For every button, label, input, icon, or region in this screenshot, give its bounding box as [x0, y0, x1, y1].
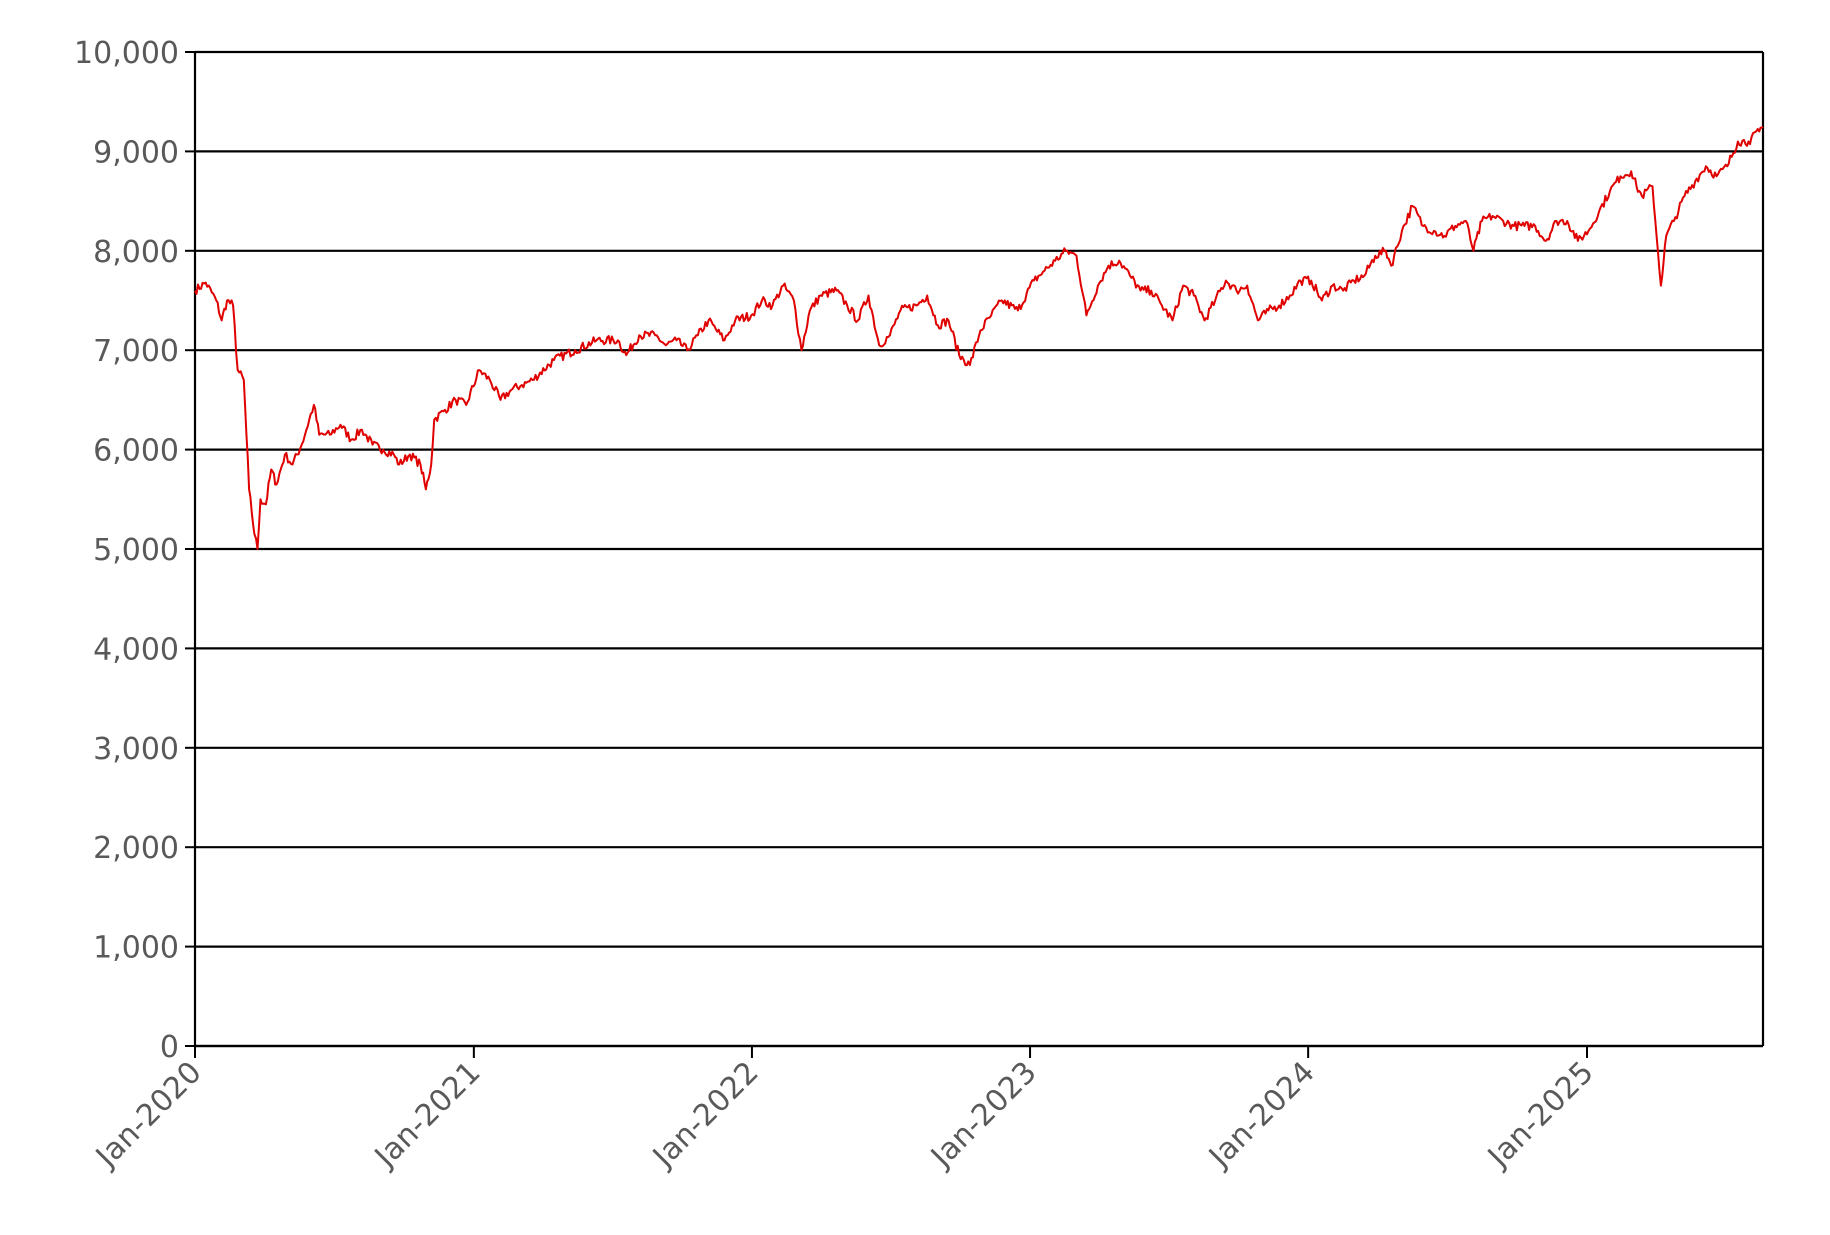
- y-tick-label: 6,000: [93, 434, 179, 469]
- x-tick-label: Jan-2022: [645, 1055, 766, 1176]
- gridlines: [195, 50, 1763, 1048]
- x-tick-label: Jan-2025: [1480, 1055, 1601, 1176]
- y-tick-label: 9,000: [93, 135, 179, 170]
- y-tick-label: 8,000: [93, 235, 179, 270]
- y-tick-label: 3,000: [93, 732, 179, 767]
- series-line-0: [194, 125, 1764, 550]
- y-tick-label: 7,000: [93, 334, 179, 369]
- series-layer: [194, 125, 1764, 550]
- y-tick-label: 1,000: [93, 931, 179, 966]
- x-tick-label: Jan-2024: [1201, 1055, 1322, 1176]
- y-axis-tick-labels: 0 1,000 2,000 3,000 4,000 5,000 6,000 7,000 8,00…: [74, 36, 179, 1065]
- x-tick-label: Jan-2020: [88, 1055, 209, 1176]
- y-tick-label: 0: [160, 1030, 179, 1065]
- y-tick-label: 10,000: [74, 36, 179, 71]
- y-tick-label: 4,000: [93, 632, 179, 667]
- x-axis-tick-labels: Jan-2020 Jan-2021 Jan-2022 Jan-2023 Jan-2024…: [88, 1055, 1601, 1176]
- axes: [185, 51, 1765, 1058]
- x-tick-label: Jan-2023: [923, 1055, 1044, 1176]
- y-tick-label: 5,000: [93, 533, 179, 568]
- y-tick-label: 2,000: [93, 831, 179, 866]
- x-tick-label: Jan-2021: [367, 1055, 488, 1176]
